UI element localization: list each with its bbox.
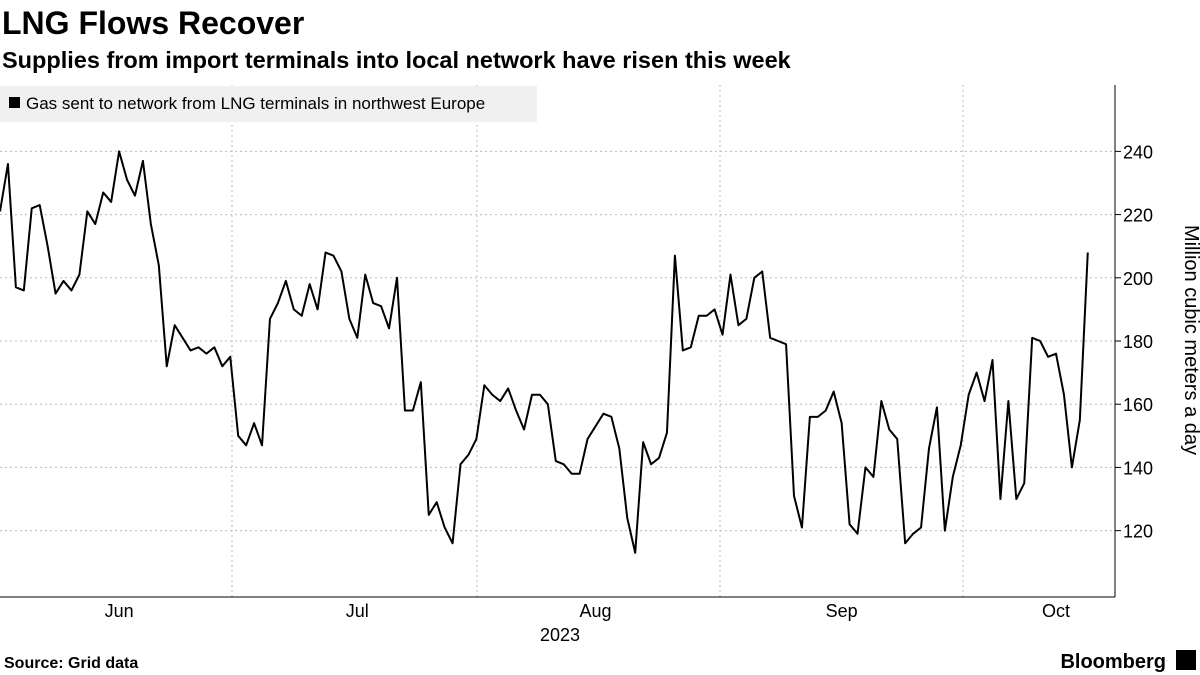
y-tick-label: 240 bbox=[1123, 142, 1153, 162]
y-tick-label: 220 bbox=[1123, 206, 1153, 226]
source: Source: Grid data bbox=[4, 655, 138, 672]
legend-swatch bbox=[9, 97, 20, 108]
line bbox=[0, 150, 1089, 554]
x-tick-label: Sep bbox=[826, 601, 858, 621]
x-tick-label: Aug bbox=[579, 601, 611, 621]
y-tick-label: 200 bbox=[1123, 269, 1153, 289]
legend-box bbox=[0, 86, 537, 122]
y-tick-label: 120 bbox=[1123, 522, 1153, 542]
chart-subtitle: Supplies from import terminals into loca… bbox=[2, 47, 792, 73]
x-tick-label: Jun bbox=[105, 601, 134, 621]
y-axis-label: Million cubic meters a day bbox=[1180, 225, 1200, 455]
chart-title: LNG Flows Recover bbox=[2, 5, 304, 41]
x-tick-label: Oct bbox=[1042, 601, 1070, 621]
brand: Bloomberg bbox=[1060, 651, 1166, 673]
y-tick-label: 180 bbox=[1123, 332, 1153, 352]
x-axis-label: 2023 bbox=[540, 625, 580, 645]
y-tick-label: 160 bbox=[1123, 395, 1153, 415]
x-tick-label: Jul bbox=[346, 601, 369, 621]
legend-label: Gas sent to network from LNG terminals i… bbox=[26, 94, 485, 113]
y-tick-label: 140 bbox=[1123, 458, 1153, 478]
brand-icon bbox=[1176, 650, 1196, 670]
